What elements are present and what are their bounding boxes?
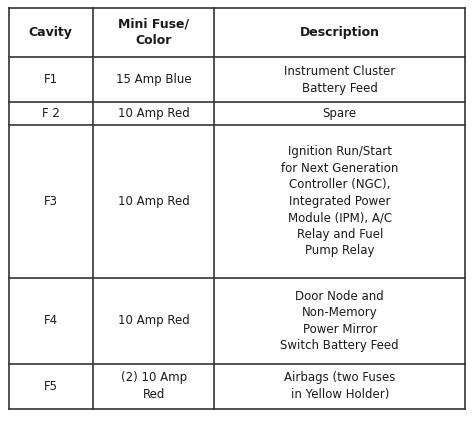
Text: 10 Amp Red: 10 Amp Red bbox=[118, 107, 190, 120]
Text: F3: F3 bbox=[44, 195, 58, 208]
Text: 15 Amp Blue: 15 Amp Blue bbox=[116, 73, 191, 86]
Text: Instrument Cluster
Battery Feed: Instrument Cluster Battery Feed bbox=[284, 65, 395, 95]
Text: F5: F5 bbox=[44, 380, 58, 393]
Text: Cavity: Cavity bbox=[29, 26, 73, 39]
Text: Ignition Run/Start
for Next Generation
Controller (NGC),
Integrated Power
Module: Ignition Run/Start for Next Generation C… bbox=[281, 146, 399, 258]
Text: Airbags (two Fuses
in Yellow Holder): Airbags (two Fuses in Yellow Holder) bbox=[284, 372, 395, 401]
Text: Door Node and
Non-Memory
Power Mirror
Switch Battery Feed: Door Node and Non-Memory Power Mirror Sw… bbox=[281, 290, 399, 352]
Text: 10 Amp Red: 10 Amp Red bbox=[118, 195, 190, 208]
Text: Description: Description bbox=[300, 26, 380, 39]
Text: F4: F4 bbox=[44, 315, 58, 327]
Text: Spare: Spare bbox=[323, 107, 357, 120]
Text: Mini Fuse/
Color: Mini Fuse/ Color bbox=[118, 18, 189, 47]
Text: 10 Amp Red: 10 Amp Red bbox=[118, 315, 190, 327]
Text: F1: F1 bbox=[44, 73, 58, 86]
Text: F 2: F 2 bbox=[42, 107, 60, 120]
Text: (2) 10 Amp
Red: (2) 10 Amp Red bbox=[120, 372, 187, 401]
